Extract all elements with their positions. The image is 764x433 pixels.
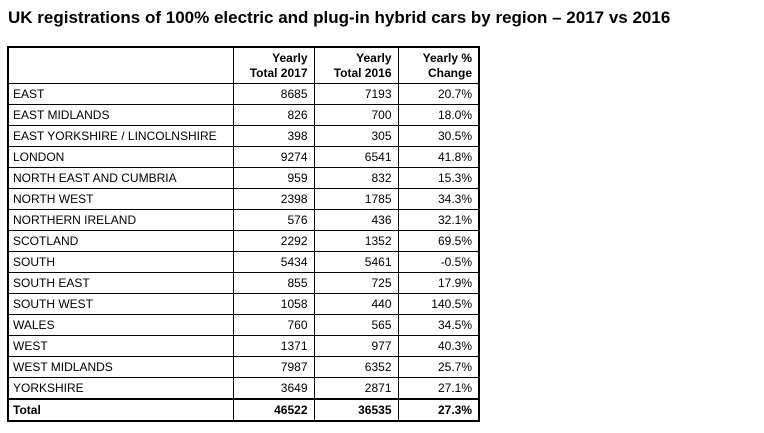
column-header-yearly-total-2017: Yearly Total 2017 (232, 46, 315, 84)
table-row: EAST 8685 7193 20.7% (7, 83, 480, 105)
table-header-row: Yearly Total 2017 Yearly Total 2016 Year… (7, 46, 480, 84)
table-row: NORTH EAST AND CUMBRIA 959 832 15.3% (7, 167, 480, 189)
table-row: EAST MIDLANDS 826 700 18.0% (7, 104, 480, 126)
total-2017-cell: 959 (232, 167, 315, 189)
table-row: SOUTH WEST 1058 440 140.5% (7, 293, 480, 315)
total-2017-cell: 398 (232, 125, 315, 147)
total-2017-cell: 855 (232, 272, 315, 294)
total-2017-cell: 3649 (232, 377, 315, 400)
total-2016-cell: 7193 (313, 83, 399, 105)
region-cell: EAST MIDLANDS (7, 104, 234, 126)
region-cell: LONDON (7, 146, 234, 168)
total-2016-cell: 5461 (313, 251, 399, 273)
table-row: LONDON 9274 6541 41.8% (7, 146, 480, 168)
total-2016-cell: 436 (313, 209, 399, 231)
total-2017-cell: 1058 (232, 293, 315, 315)
total-2016-cell: 977 (313, 335, 399, 357)
total-2017-cell: 760 (232, 314, 315, 336)
pct-change-cell: 20.7% (397, 83, 480, 105)
total-2016-cell: 565 (313, 314, 399, 336)
total-2016-cell: 832 (313, 167, 399, 189)
region-cell: SCOTLAND (7, 230, 234, 252)
total-2016-cell: 1352 (313, 230, 399, 252)
total-2016-cell: 1785 (313, 188, 399, 210)
pct-change-cell: 18.0% (397, 104, 480, 126)
total-2016-cell: 6352 (313, 356, 399, 378)
pct-change-cell: 32.1% (397, 209, 480, 231)
region-cell: WEST (7, 335, 234, 357)
region-cell: WEST MIDLANDS (7, 356, 234, 378)
total-2017-sum-cell: 46522 (232, 398, 315, 422)
column-header-yearly-pct-change: Yearly % Change (397, 46, 480, 84)
table-row: YORKSHIRE 3649 2871 27.1% (7, 377, 480, 400)
table-row: NORTH WEST 2398 1785 34.3% (7, 188, 480, 210)
region-cell: EAST YORKSHIRE / LINCOLNSHIRE (7, 125, 234, 147)
pct-change-cell: 34.3% (397, 188, 480, 210)
table-row: SOUTH EAST 855 725 17.9% (7, 272, 480, 294)
total-2017-cell: 5434 (232, 251, 315, 273)
total-2017-cell: 7987 (232, 356, 315, 378)
pct-change-cell: 27.1% (397, 377, 480, 400)
total-2016-cell: 2871 (313, 377, 399, 400)
region-cell: EAST (7, 83, 234, 105)
pct-change-cell: 40.3% (397, 335, 480, 357)
pct-change-cell: 140.5% (397, 293, 480, 315)
pct-change-cell: 69.5% (397, 230, 480, 252)
table-row: WEST MIDLANDS 7987 6352 25.7% (7, 356, 480, 378)
region-cell: SOUTH EAST (7, 272, 234, 294)
regions-table: Yearly Total 2017 Yearly Total 2016 Year… (7, 46, 480, 422)
total-2016-cell: 6541 (313, 146, 399, 168)
total-2017-cell: 9274 (232, 146, 315, 168)
pct-change-cell: 30.5% (397, 125, 480, 147)
total-pct-change-cell: 27.3% (397, 398, 480, 422)
pct-change-cell: 41.8% (397, 146, 480, 168)
table-row: SOUTH 5434 5461 -0.5% (7, 251, 480, 273)
region-cell: NORTHERN IRELAND (7, 209, 234, 231)
total-2017-cell: 826 (232, 104, 315, 126)
table-row: SCOTLAND 2292 1352 69.5% (7, 230, 480, 252)
table-row: EAST YORKSHIRE / LINCOLNSHIRE 398 305 30… (7, 125, 480, 147)
pct-change-cell: 25.7% (397, 356, 480, 378)
total-2017-cell: 2292 (232, 230, 315, 252)
table-row: WALES 760 565 34.5% (7, 314, 480, 336)
total-2017-cell: 576 (232, 209, 315, 231)
region-cell: WALES (7, 314, 234, 336)
region-cell: SOUTH (7, 251, 234, 273)
pct-change-cell: 15.3% (397, 167, 480, 189)
total-2017-cell: 8685 (232, 83, 315, 105)
table-row: NORTHERN IRELAND 576 436 32.1% (7, 209, 480, 231)
total-2016-cell: 725 (313, 272, 399, 294)
column-header-region (7, 46, 234, 84)
total-2017-cell: 2398 (232, 188, 315, 210)
pct-change-cell: 17.9% (397, 272, 480, 294)
total-2016-cell: 305 (313, 125, 399, 147)
region-cell: NORTH WEST (7, 188, 234, 210)
region-cell: YORKSHIRE (7, 377, 234, 400)
region-cell: SOUTH WEST (7, 293, 234, 315)
total-2017-cell: 1371 (232, 335, 315, 357)
table-row: WEST 1371 977 40.3% (7, 335, 480, 357)
total-2016-cell: 700 (313, 104, 399, 126)
pct-change-cell: 34.5% (397, 314, 480, 336)
page-title: UK registrations of 100% electric and pl… (8, 8, 671, 27)
total-2016-sum-cell: 36535 (313, 398, 399, 422)
pct-change-cell: -0.5% (397, 251, 480, 273)
region-cell: NORTH EAST AND CUMBRIA (7, 167, 234, 189)
table-total-row: Total 46522 36535 27.3% (7, 398, 480, 422)
total-label-cell: Total (7, 398, 234, 422)
total-2016-cell: 440 (313, 293, 399, 315)
column-header-yearly-total-2016: Yearly Total 2016 (313, 46, 399, 84)
